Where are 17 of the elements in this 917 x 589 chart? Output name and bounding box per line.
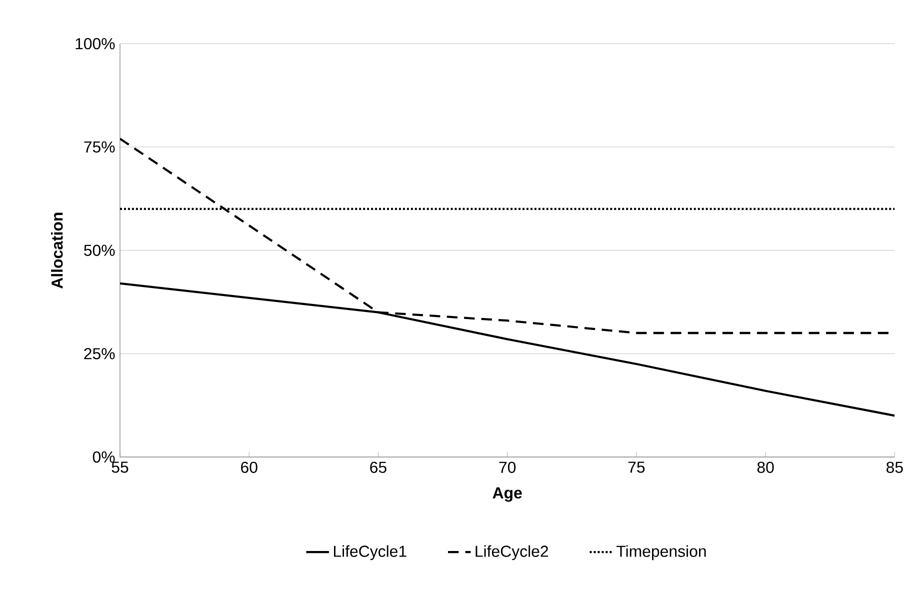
x-tick-label: 65: [370, 462, 386, 473]
x-axis-title: Age: [492, 487, 522, 502]
y-tick-label: 25%: [84, 348, 115, 360]
x-tick-label: 85: [886, 462, 903, 473]
legend-label: LifeCycle1: [334, 545, 406, 560]
y-tick-label: 0%: [92, 451, 115, 463]
y-tick-label: 50%: [84, 244, 115, 256]
legend-label: LifeCycle2: [476, 545, 548, 560]
x-tick-label: 55: [112, 462, 128, 473]
y-tick-label: 100%: [76, 38, 115, 50]
y-tick-label: 75%: [84, 141, 115, 153]
legend-label: Timepension: [616, 545, 706, 560]
x-tick-label: 75: [628, 462, 645, 473]
y-axis-title: Allocation: [51, 212, 63, 288]
x-tick-label: 60: [241, 462, 258, 473]
x-tick-label: 80: [757, 462, 774, 473]
x-tick-label: 70: [499, 462, 516, 473]
